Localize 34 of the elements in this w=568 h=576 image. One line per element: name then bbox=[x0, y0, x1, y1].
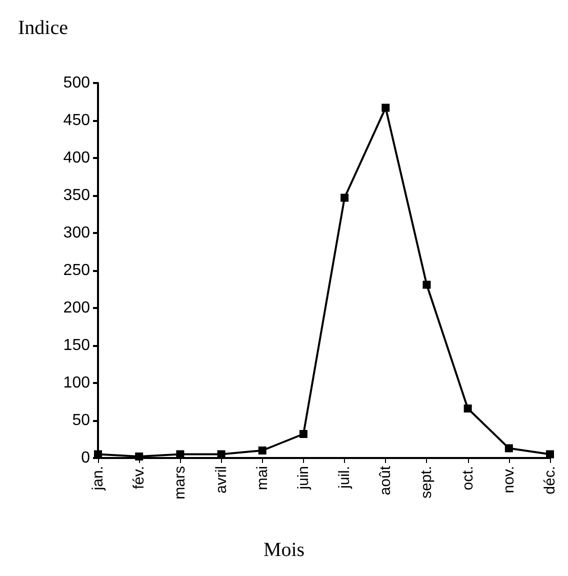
y-tick-label: 0 bbox=[81, 450, 90, 466]
x-tick-label: août bbox=[377, 465, 394, 496]
x-tick-label: déc. bbox=[542, 466, 558, 494]
y-tick-label: 400 bbox=[63, 150, 90, 166]
y-axis-title: Indice bbox=[18, 17, 68, 39]
point bbox=[546, 450, 554, 458]
y-tick-label: 350 bbox=[63, 187, 90, 204]
point bbox=[340, 194, 349, 202]
x-tick-label: juin bbox=[294, 466, 312, 490]
x-tick-label: mai bbox=[254, 466, 271, 490]
x-tick-label: sept. bbox=[418, 466, 436, 499]
y-tick-label: 450 bbox=[63, 112, 90, 129]
y-tick-label: 300 bbox=[63, 224, 90, 242]
y-tick-label: 500 bbox=[63, 74, 90, 92]
point bbox=[422, 280, 431, 289]
point bbox=[258, 446, 266, 454]
point bbox=[504, 444, 513, 452]
y-tick-label: 50 bbox=[72, 412, 90, 429]
x-tick-label: jan. bbox=[90, 466, 106, 492]
y-tick-label: 200 bbox=[63, 300, 90, 316]
x-tick-label: fév. bbox=[130, 466, 148, 490]
point bbox=[382, 104, 390, 112]
x-tick-label: oct. bbox=[459, 466, 476, 490]
y-tick-label: 100 bbox=[63, 374, 90, 392]
x-axis-title: Mois bbox=[263, 539, 305, 561]
point bbox=[135, 452, 144, 460]
x-tick-label: avril bbox=[212, 466, 230, 494]
x-tick-label: mars bbox=[172, 466, 189, 500]
y-tick-label: 150 bbox=[63, 337, 90, 354]
point bbox=[464, 404, 472, 412]
x-tick-label: juil. bbox=[336, 466, 354, 490]
point bbox=[299, 430, 308, 438]
x-tick-label: nov. bbox=[500, 466, 518, 494]
y-tick-label: 250 bbox=[63, 262, 90, 279]
